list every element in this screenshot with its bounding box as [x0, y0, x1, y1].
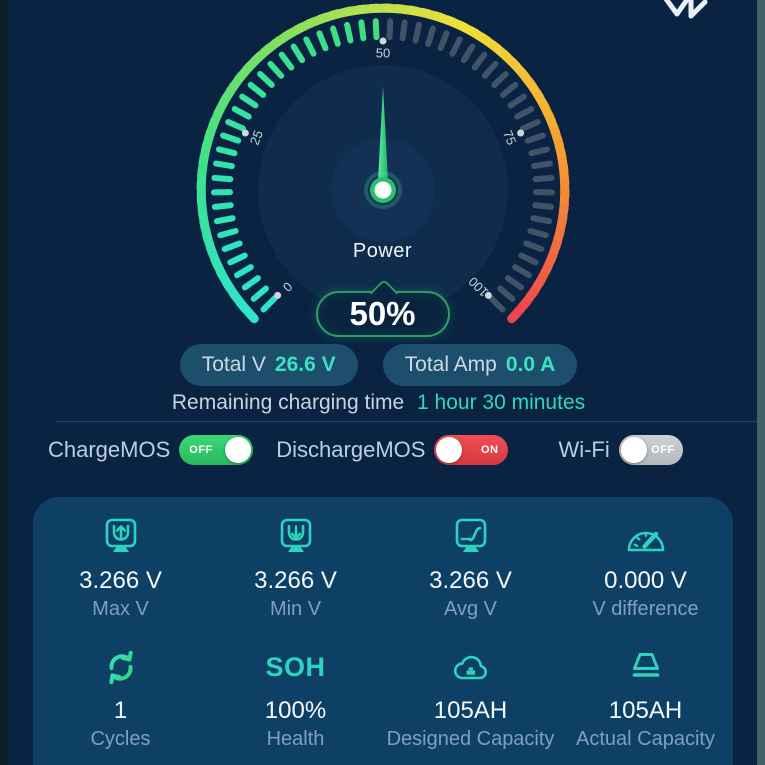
svg-text:50: 50	[376, 45, 390, 60]
stat-cycles: 1 Cycles	[33, 643, 208, 751]
charge-mos-group: ChargeMOS OFF	[48, 435, 254, 465]
stat-value: 0.000 V	[604, 567, 687, 594]
power-percent-badge: 50%	[315, 291, 450, 337]
discharge-mos-label: DischargeMOS	[276, 437, 426, 462]
total-voltage-pill[interactable]: Total V 26.6 V	[179, 344, 358, 386]
wifi-knob	[620, 437, 647, 463]
charge-mos-knob	[225, 437, 252, 463]
wifi-state: OFF	[651, 444, 675, 456]
stats-card: 3.266 V Max V 3.266 V Min V	[33, 497, 733, 765]
cycle-arrows-icon	[108, 650, 133, 685]
gauge-title: Power	[352, 240, 413, 262]
svg-text:25: 25	[247, 128, 266, 147]
svg-text:0: 0	[280, 279, 296, 295]
stat-value: 3.266 V	[79, 567, 162, 594]
discharge-mos-group: DischargeMOS ON	[276, 435, 509, 465]
remaining-time-value: 1 hour 30 minutes	[417, 391, 586, 414]
connection-icon[interactable]	[655, 0, 725, 26]
stat-label: Max V	[92, 598, 149, 620]
screen-edge-right	[757, 0, 765, 765]
stats-row-1: 3.266 V Max V 3.266 V Min V	[33, 513, 733, 621]
speedometer-icon	[627, 531, 664, 552]
stats-row-2: 1 Cycles SOH 100% Health	[33, 643, 733, 751]
discharge-mos-state: ON	[480, 444, 499, 456]
stat-label: Min V	[269, 598, 322, 620]
voltage-avg-icon	[455, 518, 486, 552]
capacity-trapezoid-icon	[632, 653, 659, 677]
total-amp-pill[interactable]: Total Amp 0.0 A	[382, 344, 578, 386]
stat-designed-capacity: 105AH Designed Capacity	[383, 643, 558, 751]
stat-label: Health	[266, 728, 325, 750]
remaining-time-label: Remaining charging time	[171, 391, 405, 414]
stat-label: Avg V	[444, 598, 497, 620]
wifi-group: Wi-Fi OFF	[558, 435, 683, 465]
stat-value: 3.266 V	[254, 567, 337, 594]
total-amp-value: 0.0 A	[505, 353, 556, 376]
stat-value: 105AH	[433, 697, 508, 724]
stat-value: 1	[113, 697, 128, 724]
stat-avg-v: 3.266 V Avg V	[383, 513, 558, 621]
voltage-min-icon	[280, 518, 311, 552]
charge-mos-toggle[interactable]: OFF	[179, 435, 254, 465]
stat-v-difference: 0.000 V V difference	[558, 513, 733, 621]
section-divider	[55, 421, 757, 422]
stat-value: 105AH	[608, 697, 683, 724]
stat-min-v: 3.266 V Min V	[208, 513, 383, 621]
wifi-label: Wi-Fi	[558, 437, 610, 462]
total-amp-label: Total Amp	[404, 353, 497, 376]
discharge-mos-toggle[interactable]: ON	[434, 435, 509, 465]
charge-mos-label: ChargeMOS	[48, 437, 171, 462]
stat-max-v: 3.266 V Max V	[33, 513, 208, 621]
remaining-time-row: Remaining charging time 1 hour 30 minute…	[0, 391, 757, 415]
total-voltage-value: 26.6 V	[274, 353, 336, 376]
stat-value: 100%	[264, 697, 327, 724]
mos-switch-row: ChargeMOS OFF DischargeMOS ON Wi-Fi OFF	[0, 429, 757, 471]
stat-label: Designed Capacity	[386, 728, 555, 750]
svg-text:75: 75	[500, 128, 519, 147]
totals-row: Total V 26.6 V Total Amp 0.0 A	[0, 344, 757, 386]
charge-mos-state: OFF	[189, 444, 213, 456]
stat-actual-capacity: 105AH Actual Capacity	[558, 643, 733, 751]
soh-text-icon: SOH	[265, 651, 326, 682]
discharge-mos-knob	[436, 437, 463, 463]
stat-value: 3.266 V	[429, 567, 512, 594]
stat-health: SOH 100% Health	[208, 643, 383, 751]
stat-label: Cycles	[90, 728, 151, 750]
stat-label: V difference	[592, 598, 699, 620]
stat-label: Actual Capacity	[576, 728, 715, 750]
screen-edge-left	[0, 0, 8, 765]
voltage-max-icon	[105, 518, 136, 552]
total-voltage-label: Total V	[201, 353, 266, 376]
power-percent-value: 50%	[349, 295, 416, 332]
wifi-toggle[interactable]: OFF	[618, 435, 683, 465]
cloud-battery-icon	[453, 655, 487, 680]
